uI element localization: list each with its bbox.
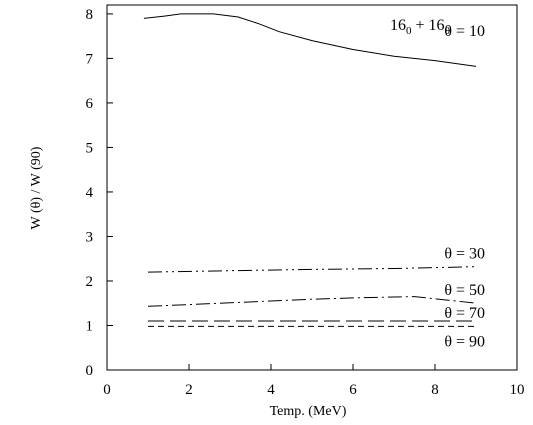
series-label: θ = 70 <box>444 305 485 322</box>
y-tick-label: 5 <box>86 140 94 156</box>
y-tick-label: 7 <box>86 51 94 67</box>
series-label: θ = 90 <box>444 333 485 350</box>
y-tick-label: 1 <box>86 318 94 334</box>
y-tick-label: 0 <box>86 363 94 379</box>
series-label: θ = 30 <box>444 246 485 263</box>
series-label: θ = 50 <box>444 282 485 299</box>
y-tick-label: 8 <box>86 7 94 23</box>
y-tick-label: 2 <box>86 274 94 290</box>
reaction-b-sub: 0 <box>445 25 451 37</box>
x-axis-title: Temp. (MeV) <box>270 404 347 419</box>
y-tick-label: 3 <box>86 229 94 245</box>
reaction-plus: + <box>412 17 429 34</box>
series-label: θ = 10 <box>444 23 485 40</box>
reaction-b: 16 <box>429 17 445 34</box>
reaction-a-sub: 0 <box>406 25 412 37</box>
series-labels: θ = 10 θ = 30 θ = 50 θ = 70 θ = 90 <box>444 23 485 350</box>
series-line <box>147 296 477 307</box>
series-line <box>147 266 477 273</box>
reaction-a: 16 <box>390 17 406 34</box>
plot-frame <box>106 4 518 371</box>
series-line <box>143 13 477 67</box>
x-tick-label: 0 <box>103 382 111 398</box>
x-tick-label: 4 <box>267 382 275 398</box>
x-tick-label: 6 <box>349 382 357 398</box>
y-axis-title: W (θ) / W (90) <box>29 146 44 229</box>
x-tick-label: 10 <box>510 382 525 398</box>
x-tick-label: 2 <box>185 382 193 398</box>
y-tick-label: 6 <box>86 96 94 112</box>
series-group <box>143 13 477 327</box>
y-tick-label: 4 <box>86 185 94 201</box>
x-tick-label: 8 <box>431 382 439 398</box>
x-axis-ticks: 0 2 4 6 8 10 <box>103 364 525 398</box>
reaction-annotation: 160 + 160 <box>390 17 451 37</box>
y-axis-ticks: 0 1 2 3 4 5 6 7 8 <box>86 7 113 379</box>
